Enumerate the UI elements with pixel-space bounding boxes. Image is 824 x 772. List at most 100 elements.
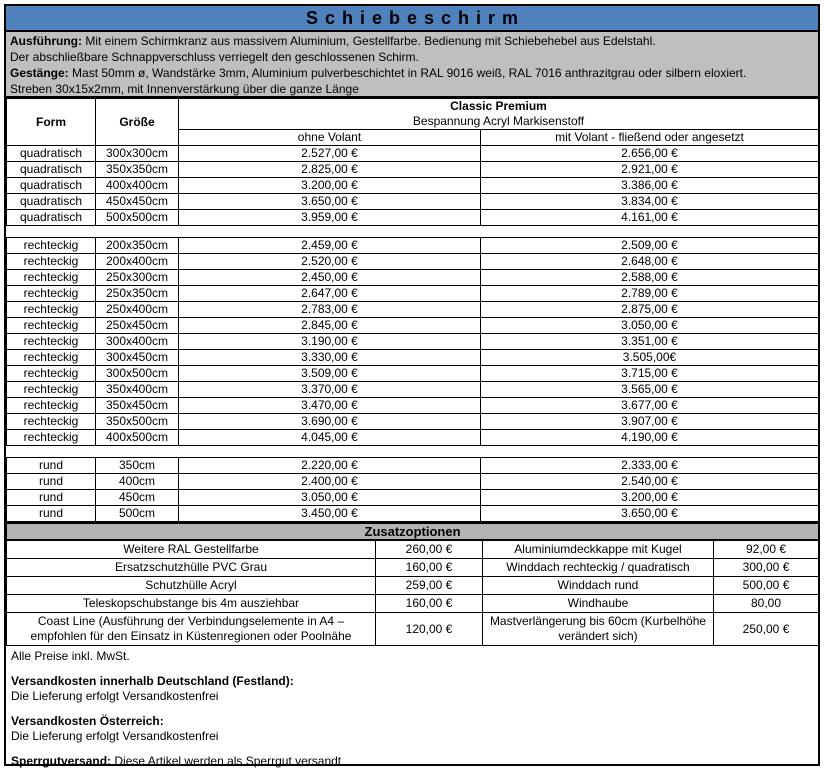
table-row: rechteckig 250x400cm 2.783,00 €2.875,00 €	[6, 301, 819, 318]
table-row: rechteckig 250x300cm 2.450,00 €2.588,00 €	[6, 269, 819, 286]
price-ohne-volant-cell: 2.783,00 €	[178, 301, 481, 318]
product-subtitle: Bespannung Acryl Markisenstoff	[412, 114, 585, 128]
table-row: Schutzhülle Acryl 259,00 € Winddach rund 50…	[6, 576, 820, 595]
option-label-cell: Aluminiumdeckkappe mit Kugel	[482, 539, 714, 559]
table-row: rechteckig 200x350cm 2.459,00 €2.509,00 €	[6, 237, 819, 254]
option-label-cell: Winddach rund	[482, 576, 714, 595]
table-row: quadratisch 300x300cm 2.527,00 €2.656,00 €	[6, 145, 819, 162]
size-cell: 400cm	[95, 473, 179, 490]
price-ohne-volant-cell: 3.690,00 €	[178, 413, 481, 430]
price-ohne-volant-cell: 2.647,00 €	[178, 285, 481, 302]
table-row: rund 450cm 3.050,00 €3.200,00 €	[6, 489, 819, 506]
price-ohne-volant-cell: 3.190,00 €	[178, 333, 481, 350]
option-price-cell: 300,00 €	[712, 558, 820, 577]
size-cell: 300x450cm	[95, 349, 179, 366]
option-price-cell: 250,00 €	[712, 612, 820, 646]
form-cell: rechteckig	[6, 381, 96, 398]
table-row: rechteckig 300x450cm 3.330,00 €3.505,00€	[6, 349, 819, 366]
zusatz-header: Zusatzoptionen	[5, 522, 820, 541]
section-gap	[6, 445, 819, 458]
option-price-cell: 160,00 €	[375, 558, 483, 577]
description-box: Ausführung: Mit einem Schirmkranz aus ma…	[6, 32, 818, 98]
form-cell: rechteckig	[6, 301, 96, 318]
size-cell: 250x300cm	[95, 269, 179, 286]
table-row: rechteckig 400x500cm 4.045,00 €4.190,00 €	[6, 429, 819, 446]
table-row: quadratisch 400x400cm 3.200,00 €3.386,00 €	[6, 177, 819, 194]
description-line-gestaenge: Gestänge: Mast 50mm ø, Wandstärke 3mm, A…	[10, 65, 814, 81]
size-cell: 300x400cm	[95, 333, 179, 350]
column-header-mit-volant: mit Volant - fließend oder angesetzt	[480, 129, 819, 146]
table-row: rechteckig 300x400cm 3.190,00 €3.351,00 €	[6, 333, 819, 350]
price-mit-volant-cell: 4.161,00 €	[480, 209, 819, 226]
price-ohne-volant-cell: 3.470,00 €	[178, 397, 481, 414]
column-header-groesse: Größe	[95, 98, 179, 146]
size-cell: 350x450cm	[95, 397, 179, 414]
size-cell: 250x400cm	[95, 301, 179, 318]
form-cell: quadratisch	[6, 161, 96, 178]
ausfuehrung-label: Ausführung:	[10, 34, 82, 48]
gap-cell	[6, 445, 819, 458]
form-cell: rund	[6, 457, 96, 474]
price-mit-volant-cell: 3.907,00 €	[480, 413, 819, 430]
size-cell: 450x450cm	[95, 193, 179, 210]
price-mit-volant-cell: 2.656,00 €	[480, 145, 819, 162]
column-header-product: Classic Premium Bespannung Acryl Markise…	[178, 98, 819, 130]
price-ohne-volant-cell: 3.959,00 €	[178, 209, 481, 226]
footer-notes: Alle Preise inkl. MwSt. Versandkosten in…	[6, 646, 818, 772]
size-cell: 350x350cm	[95, 161, 179, 178]
option-price-cell: 160,00 €	[375, 594, 483, 613]
table-row: quadratisch 500x500cm 3.959,00 €4.161,00 €	[6, 209, 819, 226]
form-cell: quadratisch	[6, 193, 96, 210]
table-row: rechteckig 200x400cm 2.520,00 €2.648,00 €	[6, 253, 819, 270]
price-mit-volant-cell: 3.834,00 €	[480, 193, 819, 210]
gestaenge-label: Gestänge:	[10, 66, 69, 80]
table-row: quadratisch 350x350cm 2.825,00 €2.921,00 €	[6, 161, 819, 178]
form-cell: rechteckig	[6, 269, 96, 286]
option-label-cell: Schutzhülle Acryl	[6, 576, 376, 595]
price-ohne-volant-cell: 2.459,00 €	[178, 237, 481, 254]
form-cell: rund	[6, 505, 96, 522]
price-mit-volant-cell: 3.050,00 €	[480, 317, 819, 334]
section-rund: rund 350cm 2.220,00 €2.333,00 € rund 400cm 2.…	[6, 457, 819, 522]
description-line-streben: Streben 30x15x2mm, mit Innenverstärkung …	[10, 82, 359, 96]
option-label-cell: Mastverlängerung bis 60cm (Kurbelhöhe ve…	[482, 612, 714, 646]
price-ohne-volant-cell: 2.220,00 €	[178, 457, 481, 474]
size-cell: 450cm	[95, 489, 179, 506]
option-price-cell: 120,00 €	[375, 612, 483, 646]
price-mit-volant-cell: 2.648,00 €	[480, 253, 819, 270]
price-mit-volant-cell: 2.540,00 €	[480, 473, 819, 490]
size-cell: 250x350cm	[95, 285, 179, 302]
price-ohne-volant-cell: 3.450,00 €	[178, 505, 481, 522]
table-row: Coast Line (Ausführung der Verbindungsel…	[6, 612, 820, 646]
option-price-cell: 260,00 €	[375, 539, 483, 559]
price-mit-volant-cell: 2.921,00 €	[480, 161, 819, 178]
option-price-cell: 500,00 €	[712, 576, 820, 595]
page-title: Schiebeschirm	[6, 6, 818, 32]
size-cell: 350x500cm	[95, 413, 179, 430]
table-row: rund 350cm 2.220,00 €2.333,00 €	[6, 457, 819, 474]
size-cell: 400x500cm	[95, 429, 179, 446]
form-cell: rechteckig	[6, 253, 96, 270]
price-mit-volant-cell: 3.677,00 €	[480, 397, 819, 414]
section-gap	[6, 225, 819, 238]
option-label-cell: Windhaube	[482, 594, 714, 613]
table-row: rechteckig 350x500cm 3.690,00 €3.907,00 €	[6, 413, 819, 430]
table-row: rechteckig 250x450cm 2.845,00 €3.050,00 €	[6, 317, 819, 334]
form-cell: rechteckig	[6, 397, 96, 414]
table-row: Ersatzschutzhülle PVC Grau 160,00 € Windda…	[6, 558, 820, 577]
section-quadratisch: quadratisch 300x300cm 2.527,00 €2.656,00 €…	[6, 145, 819, 226]
price-ohne-volant-cell: 2.527,00 €	[178, 145, 481, 162]
table-row: rechteckig 300x500cm 3.509,00 €3.715,00 €	[6, 365, 819, 382]
page-title-text: Schiebeschirm	[305, 7, 526, 28]
option-label-cell: Weitere RAL Gestellfarbe	[6, 539, 376, 559]
price-mit-volant-cell: 3.650,00 €	[480, 505, 819, 522]
price-mit-volant-cell: 2.509,00 €	[480, 237, 819, 254]
price-ohne-volant-cell: 2.520,00 €	[178, 253, 481, 270]
size-cell: 350cm	[95, 457, 179, 474]
price-ohne-volant-cell: 3.330,00 €	[178, 349, 481, 366]
versand-de-text: Die Lieferung erfolgt Versandkostenfrei	[11, 689, 219, 703]
ausfuehrung-text: Mit einem Schirmkranz aus massivem Alumi…	[81, 34, 656, 48]
option-price-cell: 92,00 €	[712, 539, 820, 559]
gap-cell	[6, 225, 819, 238]
price-mit-volant-cell: 3.715,00 €	[480, 365, 819, 382]
